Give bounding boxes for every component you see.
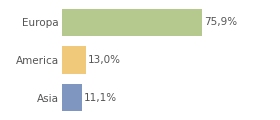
Bar [62, 46, 86, 74]
Text: 75,9%: 75,9% [204, 17, 237, 27]
Text: 11,1%: 11,1% [84, 93, 117, 103]
Bar [62, 84, 82, 111]
Bar [62, 9, 202, 36]
Text: 13,0%: 13,0% [87, 55, 120, 65]
